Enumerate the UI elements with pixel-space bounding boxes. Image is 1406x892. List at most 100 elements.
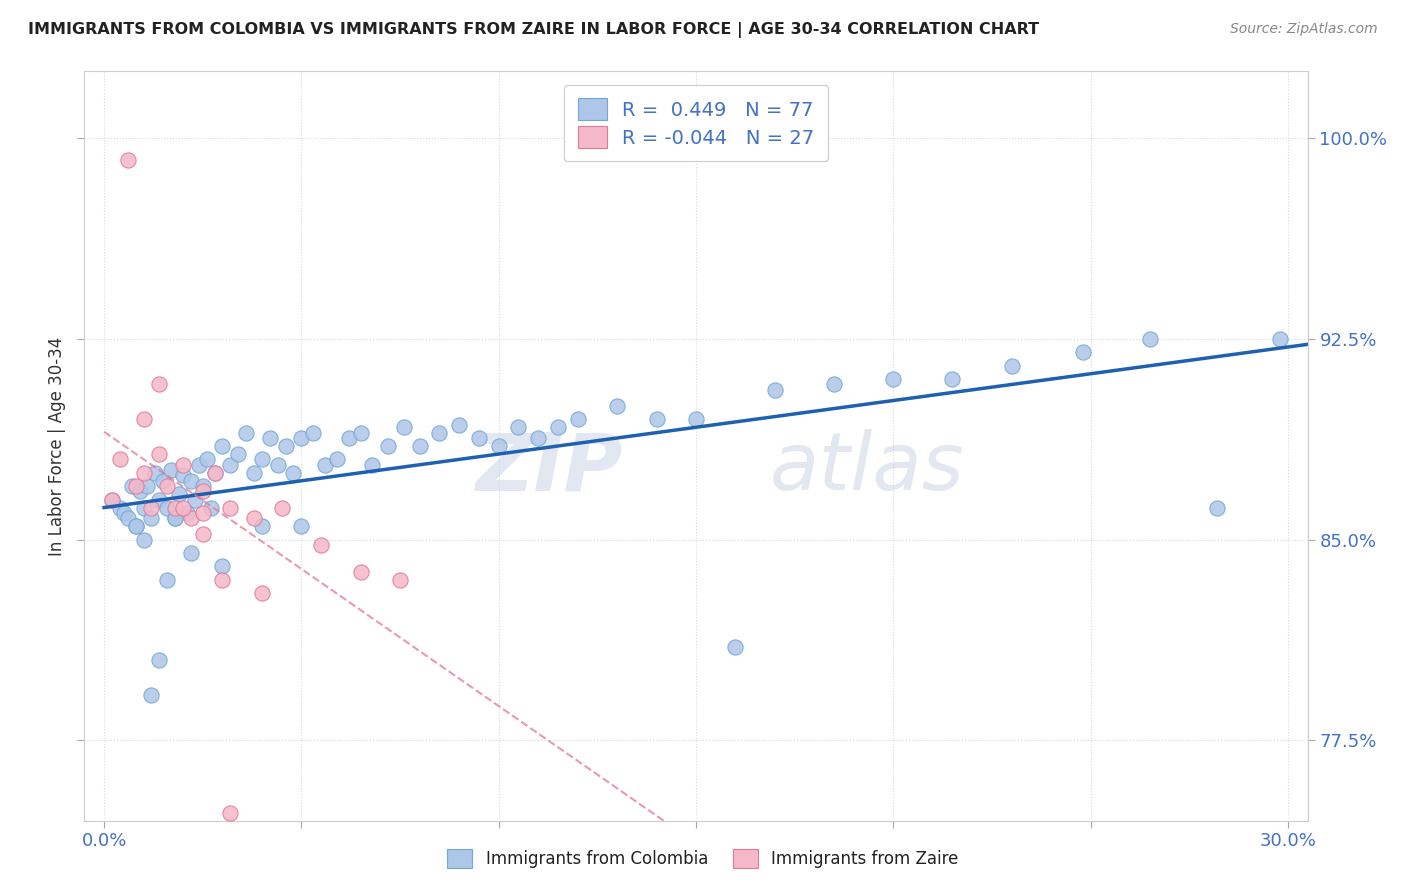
Point — [160, 463, 183, 477]
Legend: Immigrants from Colombia, Immigrants from Zaire: Immigrants from Colombia, Immigrants fro… — [440, 843, 966, 875]
Point — [156, 573, 179, 587]
Point — [449, 417, 471, 432]
Point — [204, 466, 226, 480]
Point — [180, 546, 202, 560]
Point — [250, 452, 273, 467]
Text: IMMIGRANTS FROM COLOMBIA VS IMMIGRANTS FROM ZAIRE IN LABOR FORCE | AGE 30-34 COR: IMMIGRANTS FROM COLOMBIA VS IMMIGRANTS F… — [28, 22, 1039, 38]
Point — [167, 487, 190, 501]
Point — [337, 431, 360, 445]
Point — [148, 377, 170, 392]
Point — [148, 447, 170, 461]
Point — [226, 447, 249, 461]
Point — [132, 412, 155, 426]
Point — [1268, 332, 1291, 346]
Point — [1139, 332, 1161, 346]
Point — [124, 479, 146, 493]
Point — [724, 640, 747, 654]
Point — [326, 452, 349, 467]
Point — [270, 500, 292, 515]
Point — [409, 439, 432, 453]
Point — [606, 399, 628, 413]
Point — [124, 519, 146, 533]
Point — [685, 412, 707, 426]
Text: atlas: atlas — [769, 429, 965, 508]
Point — [567, 412, 589, 426]
Point — [235, 425, 257, 440]
Point — [361, 458, 384, 472]
Point — [184, 492, 207, 507]
Point — [195, 452, 218, 467]
Point — [180, 511, 202, 525]
Point — [191, 479, 214, 493]
Point — [283, 466, 305, 480]
Point — [309, 538, 332, 552]
Point — [141, 688, 163, 702]
Point — [172, 500, 194, 515]
Point — [882, 372, 904, 386]
Y-axis label: In Labor Force | Age 30-34: In Labor Force | Age 30-34 — [48, 336, 66, 556]
Point — [132, 533, 155, 547]
Point — [274, 439, 297, 453]
Point — [132, 500, 155, 515]
Point — [200, 500, 222, 515]
Point — [302, 425, 325, 440]
Point — [172, 468, 194, 483]
Point — [547, 420, 569, 434]
Point — [1205, 500, 1227, 515]
Point — [132, 466, 155, 480]
Point — [211, 439, 233, 453]
Point — [392, 420, 415, 434]
Point — [148, 653, 170, 667]
Point — [141, 500, 163, 515]
Point — [165, 500, 187, 515]
Point — [152, 474, 174, 488]
Point — [219, 805, 242, 820]
Point — [145, 466, 167, 480]
Point — [156, 479, 179, 493]
Point — [468, 431, 491, 445]
Point — [141, 511, 163, 525]
Point — [117, 153, 139, 167]
Point — [314, 458, 336, 472]
Point — [290, 519, 312, 533]
Point — [941, 372, 963, 386]
Point — [250, 519, 273, 533]
Point — [508, 420, 530, 434]
Point — [172, 458, 194, 472]
Point — [645, 412, 668, 426]
Point — [429, 425, 451, 440]
Point — [128, 484, 150, 499]
Point — [488, 439, 510, 453]
Point — [191, 527, 214, 541]
Point — [377, 439, 399, 453]
Point — [204, 466, 226, 480]
Text: Source: ZipAtlas.com: Source: ZipAtlas.com — [1230, 22, 1378, 37]
Point — [389, 573, 412, 587]
Point — [156, 500, 179, 515]
Point — [136, 479, 159, 493]
Point — [1071, 345, 1094, 359]
Legend: R =  0.449   N = 77, R = -0.044   N = 27: R = 0.449 N = 77, R = -0.044 N = 27 — [564, 85, 828, 161]
Point — [349, 565, 371, 579]
Point — [763, 383, 786, 397]
Point — [259, 431, 281, 445]
Point — [267, 458, 290, 472]
Point — [165, 511, 187, 525]
Point — [191, 484, 214, 499]
Point — [219, 458, 242, 472]
Point — [108, 500, 131, 515]
Point — [211, 573, 233, 587]
Point — [349, 425, 371, 440]
Point — [165, 511, 187, 525]
Point — [191, 506, 214, 520]
Point — [124, 519, 146, 533]
Point — [527, 431, 550, 445]
Point — [121, 479, 143, 493]
Point — [101, 492, 124, 507]
Point — [290, 431, 312, 445]
Point — [243, 466, 266, 480]
Point — [243, 511, 266, 525]
Point — [187, 458, 209, 472]
Point — [219, 500, 242, 515]
Point — [211, 559, 233, 574]
